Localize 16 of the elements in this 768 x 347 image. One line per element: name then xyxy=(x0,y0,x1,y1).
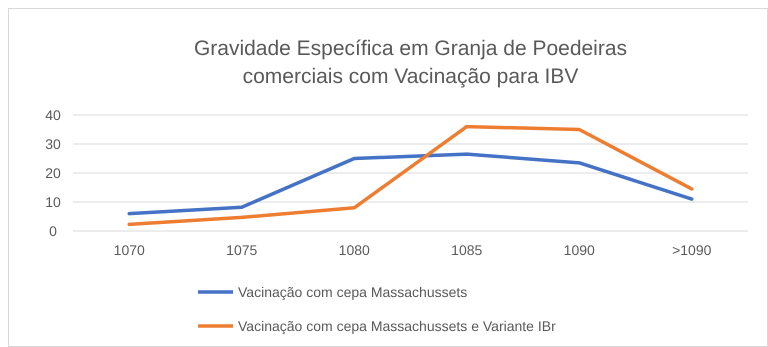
legend-label: Vacinação com cepa Massachussets e Variante IBr xyxy=(238,318,556,334)
x-tick-label: 1090 xyxy=(564,242,596,258)
legend-label: Vacinação com cepa Massachussets xyxy=(238,284,468,300)
x-tick-label: 1070 xyxy=(114,242,146,258)
x-tick-label: 1085 xyxy=(451,242,483,258)
y-tick-label: 10 xyxy=(45,194,61,210)
y-tick-label: 30 xyxy=(45,136,61,152)
y-tick-label: 40 xyxy=(45,106,61,123)
y-tick-label: 20 xyxy=(45,164,61,181)
line-series xyxy=(128,124,694,226)
y-tick-label: 0 xyxy=(49,222,58,239)
x-tick-label: >1090 xyxy=(672,242,712,258)
chart-title: Gravidade Específica em Granja de Poedeiras comerciais com Vacinação para IBV xyxy=(194,37,628,88)
line-series xyxy=(128,152,694,216)
x-tick-label: 1075 xyxy=(226,242,258,258)
x-tick-label: 1080 xyxy=(338,242,370,258)
